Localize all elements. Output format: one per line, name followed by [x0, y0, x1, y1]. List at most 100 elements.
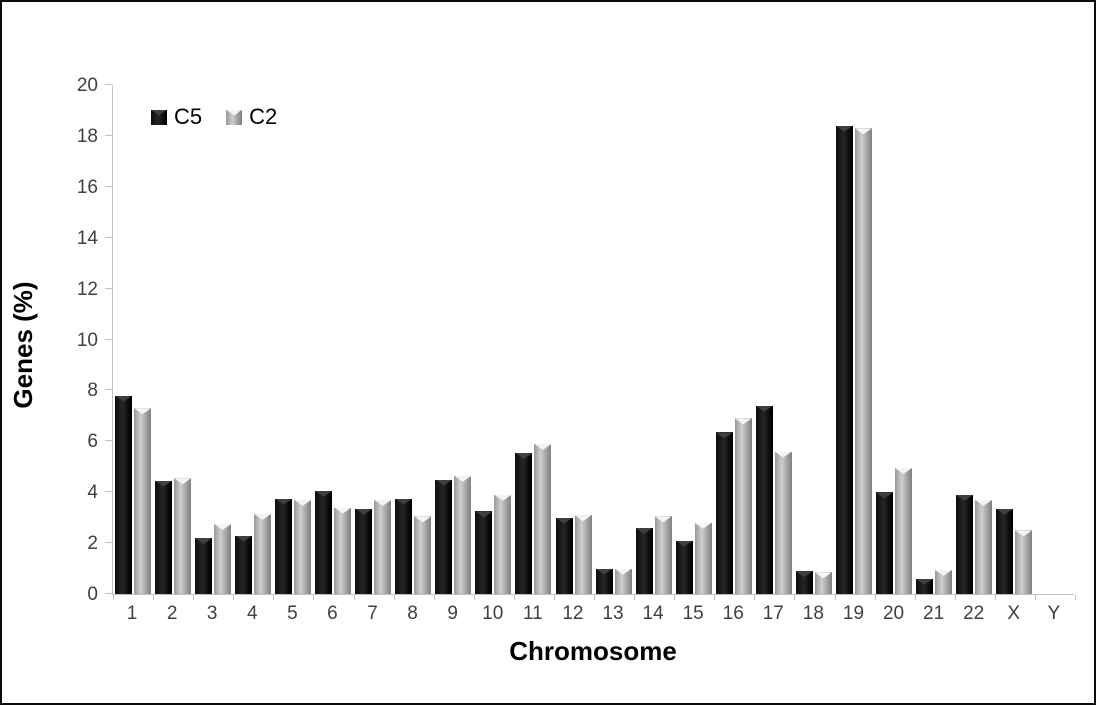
x-tick-23 [1034, 595, 1036, 600]
bar-c2-7 [374, 499, 392, 594]
x-tick-1 [153, 595, 155, 600]
x-tick-4 [273, 595, 275, 600]
x-tick-label-21: 21 [923, 603, 945, 624]
bar-c5-16 [715, 432, 733, 594]
bar-c2-4 [254, 513, 272, 594]
bar-c2-6 [334, 507, 352, 594]
bar-c2-2 [174, 478, 192, 594]
bar-group-11 [513, 86, 553, 594]
bar-c5-10 [475, 511, 493, 594]
bar-c2-1 [134, 408, 152, 594]
y-tick-2 [105, 542, 113, 544]
x-tick-2 [193, 595, 195, 600]
bar-c5-5 [275, 498, 293, 594]
y-tick-label-0: 0 [87, 584, 98, 605]
bar-c5-21 [915, 578, 933, 594]
x-tick-5 [313, 595, 315, 600]
bar-c5-8 [395, 498, 413, 594]
bar-group-5 [273, 86, 313, 594]
bar-c5-19 [835, 125, 853, 594]
bar-group-3 [193, 86, 233, 594]
x-tick-label-19: 19 [842, 603, 865, 624]
x-tick-label-14: 14 [642, 603, 664, 624]
x-tick-label-3: 3 [206, 603, 218, 624]
x-tick-8 [433, 595, 435, 600]
bar-group-12 [554, 86, 594, 594]
x-tick-label-11: 11 [522, 603, 543, 624]
y-tick-10 [105, 338, 113, 340]
bar-group-4 [233, 86, 273, 594]
bar-group-8 [393, 86, 433, 594]
x-tick-label-18: 18 [802, 603, 824, 624]
x-tick-label-1: 1 [126, 603, 138, 624]
bar-c2-11 [534, 443, 552, 594]
bar-c2-13 [614, 568, 632, 594]
x-tick-3 [233, 595, 235, 600]
x-tick-18 [834, 595, 836, 600]
bar-c2-21 [934, 569, 952, 594]
bar-group-18 [794, 86, 834, 594]
x-tick-9 [473, 595, 475, 600]
x-tick-label-15: 15 [682, 603, 704, 624]
bar-c5-17 [755, 405, 773, 594]
x-tick-label-9: 9 [447, 603, 458, 624]
y-tick-label-16: 16 [76, 176, 98, 198]
bar-group-20 [874, 86, 914, 594]
bar-c2-5 [294, 499, 312, 594]
bar-c2-19 [854, 128, 872, 594]
y-tick-8 [105, 389, 113, 391]
bar-c2-17 [774, 451, 792, 594]
bar-c5-1 [115, 395, 133, 594]
y-tick-14 [105, 236, 113, 238]
legend-swatch-c5-icon [151, 109, 167, 125]
x-tick-10 [513, 595, 515, 600]
bar-c2-10 [494, 494, 512, 594]
bar-group-Y [1034, 86, 1074, 594]
x-axis-labels: 1 2 3 4 5 6 7 8 9 10 11 12 13 14 15 16 17 18 19 20 21 22 X Y [112, 603, 1074, 625]
bar-c2-20 [894, 468, 912, 594]
bar-c5-4 [235, 535, 253, 594]
bar-c5-15 [675, 540, 693, 594]
bar-c5-20 [875, 492, 893, 594]
bar-group-22 [954, 86, 994, 594]
x-tick-label-22: 22 [963, 603, 985, 624]
x-tick-0 [113, 595, 114, 600]
x-tick-6 [353, 595, 355, 600]
x-tick-label-12: 12 [562, 603, 584, 624]
x-tick-16 [754, 595, 756, 600]
bar-c2-22 [975, 499, 992, 594]
bar-c2-16 [734, 418, 752, 594]
y-tick-label-18: 18 [76, 125, 98, 147]
x-tick-15 [714, 595, 716, 600]
x-tick-label-16: 16 [722, 603, 744, 624]
x-tick-13 [634, 595, 636, 600]
bar-c5-9 [435, 479, 453, 594]
legend-label-c5: C5 [174, 104, 203, 129]
y-tick-6 [105, 440, 113, 442]
bar-c5-13 [595, 568, 613, 594]
bar-c5-6 [315, 490, 333, 594]
bar-group-21 [914, 86, 954, 594]
bar-group-13 [594, 86, 634, 594]
bar-c2-15 [694, 522, 712, 594]
x-tick-19 [874, 595, 876, 600]
x-tick-7 [393, 595, 395, 600]
x-tick-label-8: 8 [407, 603, 418, 624]
x-tick-14 [674, 595, 676, 600]
bar-group-19 [834, 86, 874, 594]
y-tick-label-14: 14 [76, 227, 98, 249]
plot-area: C5 C2 [105, 84, 1076, 600]
x-tick-label-13: 13 [602, 603, 624, 624]
bar-c5-11 [515, 452, 533, 594]
x-tick-label-10: 10 [482, 603, 504, 624]
bar-group-15 [674, 86, 714, 594]
x-tick-17 [794, 595, 796, 600]
y-axis-title: Genes (%) [8, 281, 38, 409]
bar-group-9 [433, 86, 473, 594]
bar-group-14 [634, 86, 674, 594]
bar-c2-8 [414, 516, 432, 594]
y-tick-label-6: 6 [87, 431, 98, 453]
x-axis-title: Chromosome [509, 636, 677, 666]
x-tick-label-Y: Y [1047, 603, 1061, 624]
bar-group-2 [153, 86, 193, 594]
